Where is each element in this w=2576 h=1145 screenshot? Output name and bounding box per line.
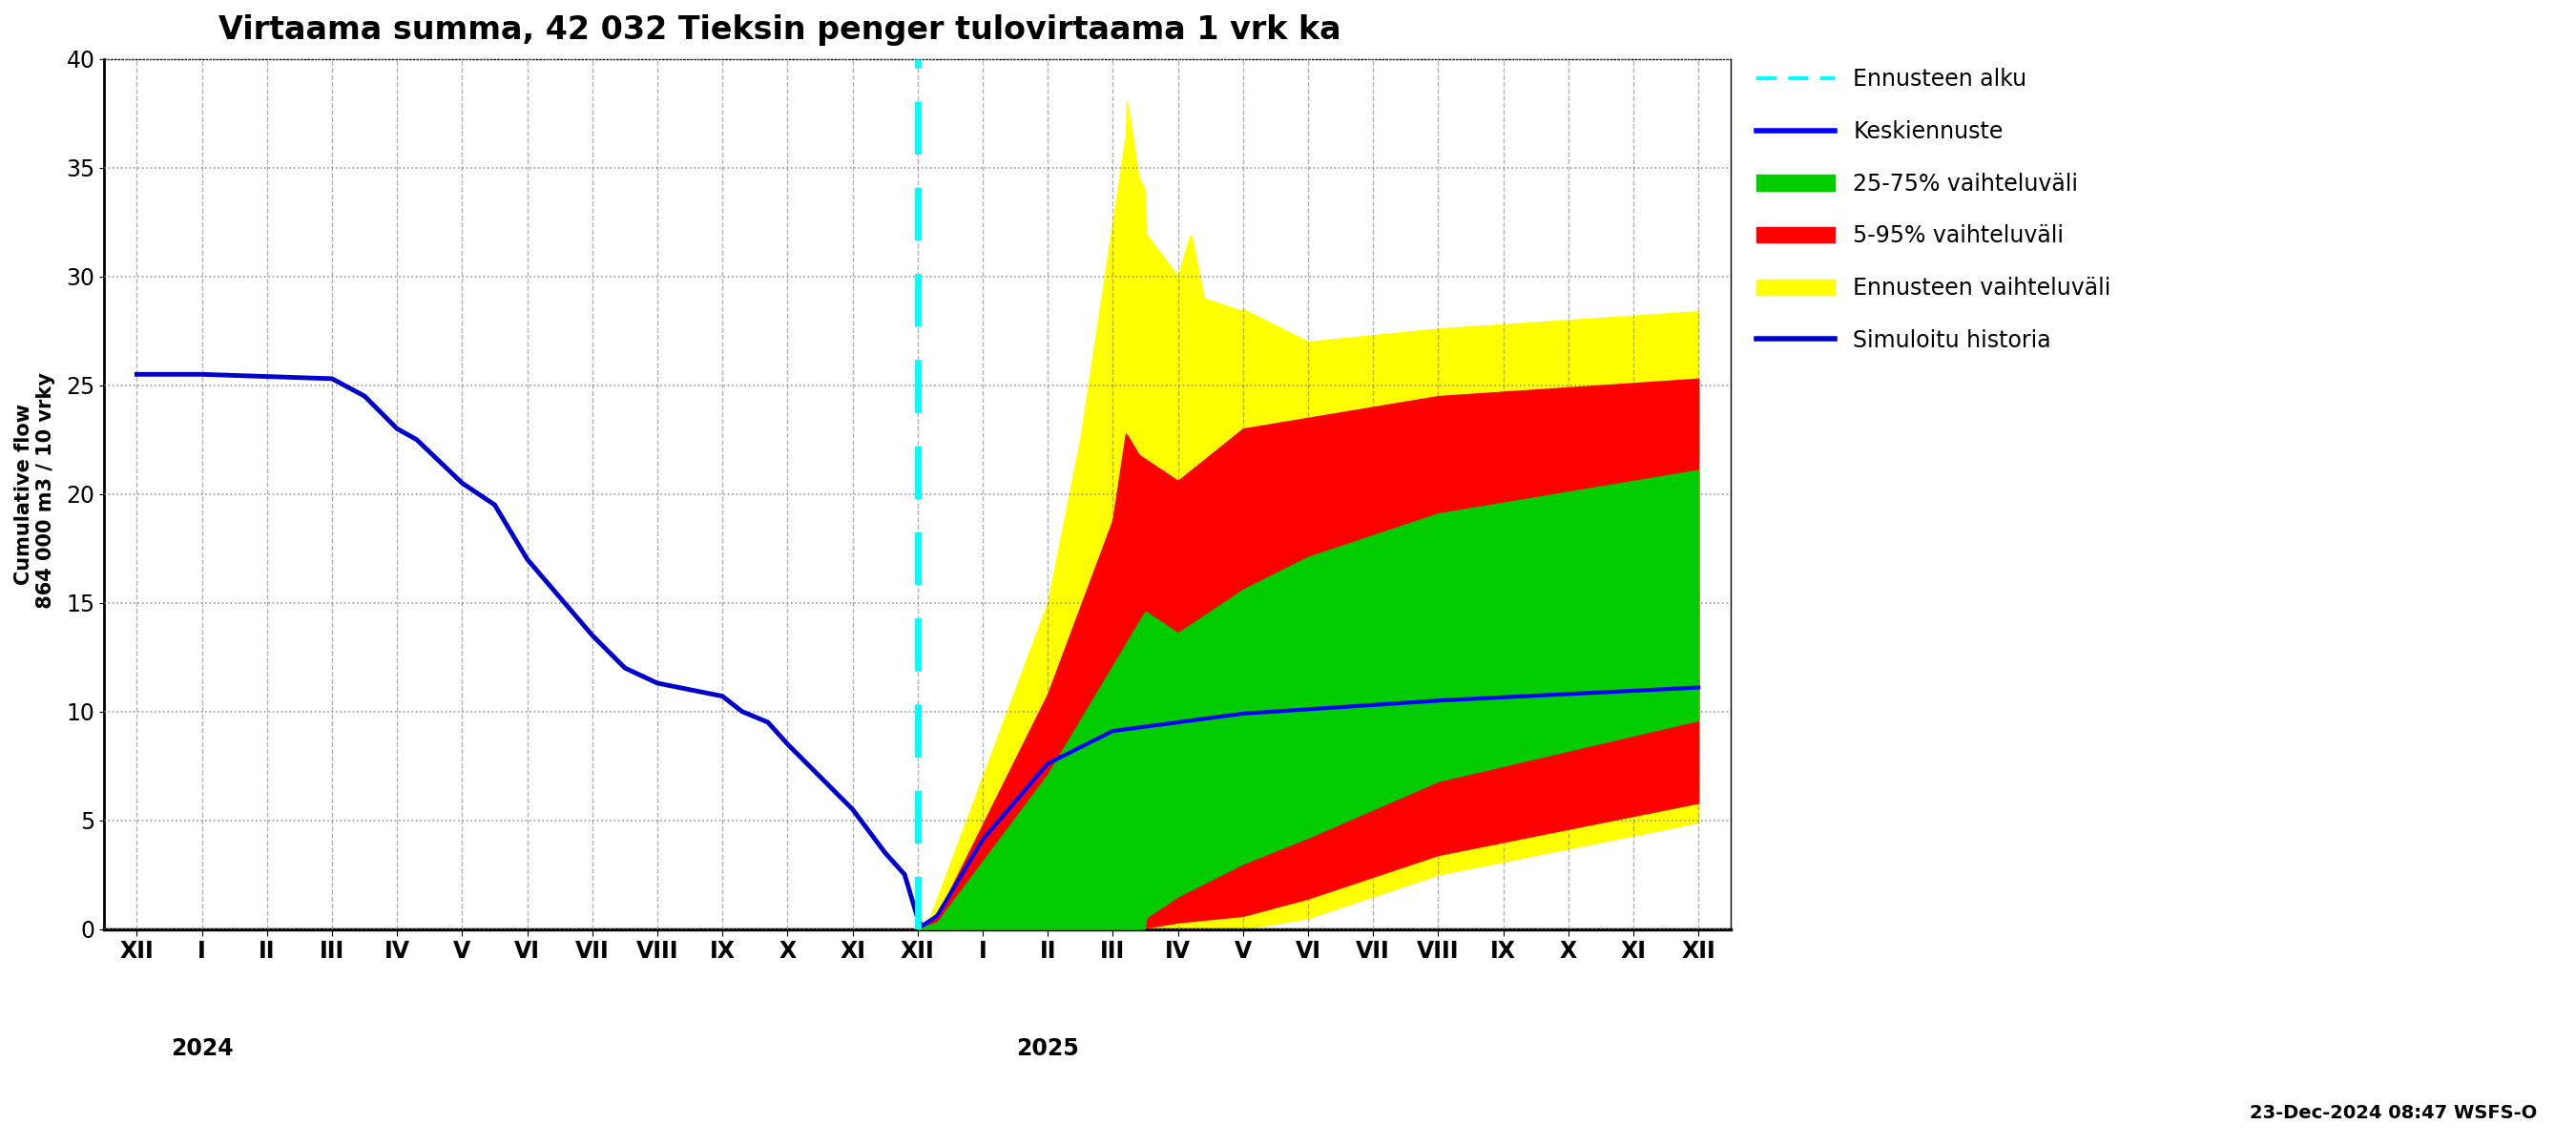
Legend: Ennusteen alku, Keskiennuste, 25-75% vaihteluväli, 5-95% vaihteluväli, Ennusteen: Ennusteen alku, Keskiennuste, 25-75% vai… (1747, 60, 2120, 361)
Y-axis label: Cumulative flow
 864 000 m3 / 10 vrky: Cumulative flow 864 000 m3 / 10 vrky (15, 372, 57, 616)
Text: 2024: 2024 (170, 1037, 234, 1060)
Text: 23-Dec-2024 08:47 WSFS-O: 23-Dec-2024 08:47 WSFS-O (2249, 1104, 2537, 1122)
Text: Virtaama summa, 42 032 Tieksin penger tulovirtaama 1 vrk ka: Virtaama summa, 42 032 Tieksin penger tu… (219, 14, 1340, 46)
Text: 2025: 2025 (1018, 1037, 1079, 1060)
